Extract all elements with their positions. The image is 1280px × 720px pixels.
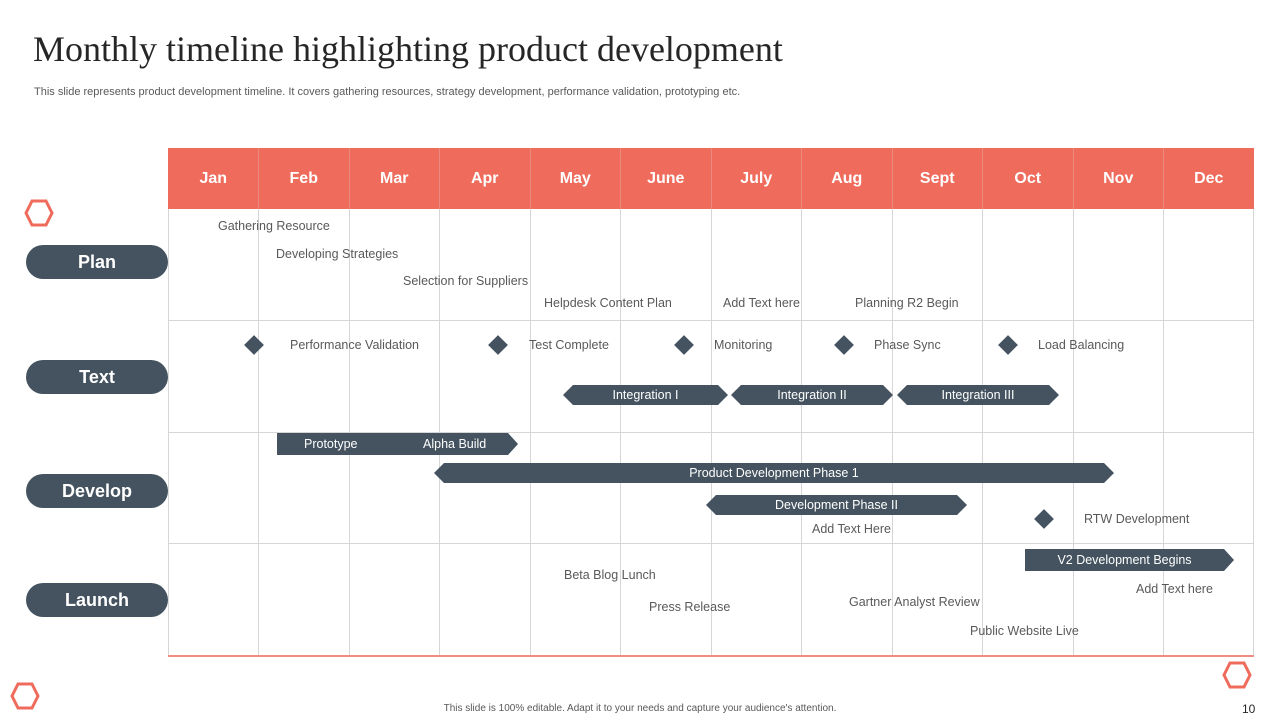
month-label: Aug [831, 170, 863, 187]
row-divider [168, 432, 1254, 433]
grid-line [620, 148, 621, 209]
month-label: Dec [1194, 170, 1224, 187]
grid-line [892, 148, 893, 209]
rtw-development-label: RTW Development [1084, 512, 1190, 526]
grid-line [349, 148, 350, 209]
row-label-text: Text [26, 360, 168, 394]
grid-line [1073, 148, 1074, 209]
plan-item: Selection for Suppliers [403, 274, 529, 288]
month-label: Jan [199, 170, 228, 187]
grid-line [801, 148, 802, 209]
month-label: July [740, 170, 773, 187]
milestone-label: Phase Sync [874, 338, 941, 352]
milestone-label: Load Balancing [1038, 338, 1125, 352]
launch-item: Press Release [649, 600, 731, 614]
milestone-label: Performance Validation [290, 338, 420, 352]
milestone-label: Monitoring [714, 338, 773, 352]
launch-item: Beta Blog Lunch [564, 568, 656, 582]
develop-add-text: Add Text Here [812, 522, 891, 536]
row-label-develop: Develop [26, 474, 168, 508]
grid-line [258, 148, 259, 209]
hexagon-icon [24, 199, 54, 227]
month-label: Sept [919, 170, 955, 187]
plan-item: Helpdesk Content Plan [544, 296, 672, 310]
month-label: Oct [1014, 170, 1042, 187]
development-phase2-bar: Development Phase II [706, 495, 967, 515]
page-title: Monthly timeline highlighting product de… [33, 29, 783, 69]
month-label: Feb [289, 170, 318, 187]
integration-bar: Integration III [897, 385, 1059, 405]
milestone-label: Test Complete [529, 338, 609, 352]
hexagon-icon [10, 682, 40, 710]
footer-note: This slide is 100% editable. Adapt it to… [443, 703, 837, 714]
row-label-plan: Plan [26, 245, 168, 279]
grid-line [982, 148, 983, 209]
grid-line [439, 148, 440, 209]
page-subtitle: This slide represents product developmen… [34, 86, 741, 98]
timeline-bottom-border [168, 655, 1254, 657]
prototype-label: Prototype [304, 437, 358, 451]
launch-add-text: Add Text here [1136, 582, 1213, 596]
month-label: Apr [470, 170, 499, 187]
plan-item: Gathering Resource [218, 219, 330, 233]
v2-development-bar: V2 Development Begins [1025, 549, 1234, 571]
month-label: Mar [380, 170, 409, 187]
alpha-build-label: Alpha Build [423, 437, 487, 451]
launch-item: Gartner Analyst Review [849, 595, 980, 609]
row-divider [168, 543, 1254, 544]
month-label: June [647, 170, 685, 187]
hexagon-icon [1222, 661, 1252, 689]
row-label-launch: Launch [26, 583, 168, 617]
row-divider [168, 320, 1254, 321]
grid-line [530, 148, 531, 209]
grid-line [711, 148, 712, 209]
integration-bar: Integration II [731, 385, 893, 405]
plan-item: Planning R2 Begin [855, 296, 959, 310]
launch-item: Public Website Live [970, 624, 1079, 638]
product-development-phase1-bar: Product Development Phase 1 [434, 463, 1114, 483]
plan-item: Add Text here [723, 296, 800, 310]
month-label: May [559, 170, 591, 187]
page-number: 10 [1242, 702, 1256, 716]
integration-bar: Integration I [563, 385, 728, 405]
grid-line [1163, 148, 1164, 209]
month-label: Nov [1103, 170, 1134, 187]
prototype-alpha-bar: Prototype Alpha Build [277, 433, 518, 455]
plan-item: Developing Strategies [276, 247, 399, 261]
